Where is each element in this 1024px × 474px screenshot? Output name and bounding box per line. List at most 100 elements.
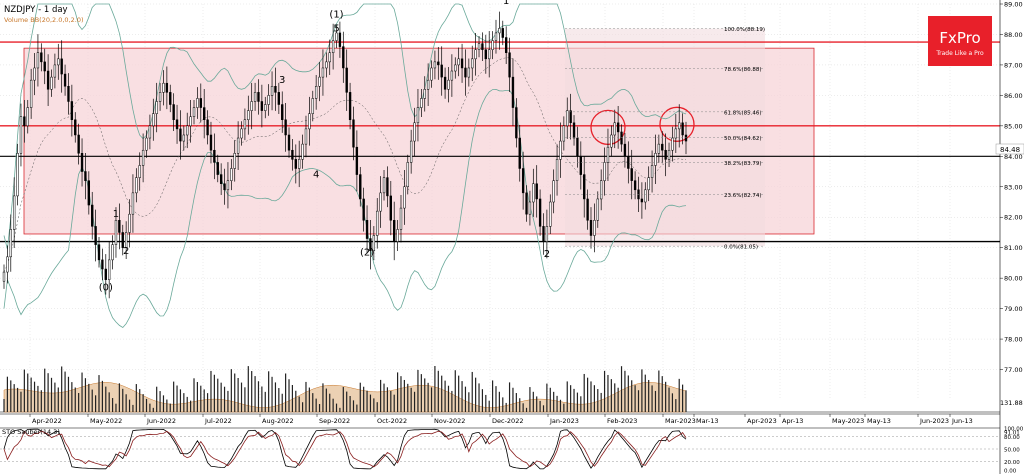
candle-body	[484, 49, 487, 60]
fxpro-logo-box	[928, 16, 992, 66]
candle-body	[287, 134, 291, 151]
candle-body	[141, 149, 145, 166]
candle-body	[108, 259, 111, 280]
candle-body	[223, 183, 226, 191]
candle-body	[36, 52, 40, 69]
candle-body	[471, 58, 474, 69]
wave-label: 3	[279, 75, 285, 86]
candle-body	[145, 137, 148, 151]
candle-body	[294, 159, 297, 169]
candle-body	[596, 198, 599, 221]
candle-body	[515, 107, 518, 139]
candle-body	[409, 140, 413, 163]
candle-body	[138, 165, 141, 178]
time-tick-label: Jun-13	[951, 417, 973, 425]
candle-body	[501, 28, 504, 38]
candle-body	[128, 213, 131, 233]
candle-body	[393, 220, 396, 242]
candle-body	[467, 67, 471, 78]
candle-body	[67, 85, 70, 102]
candle-body	[443, 76, 447, 90]
candle-body	[460, 58, 464, 69]
candle-body	[352, 119, 355, 148]
candle-body	[613, 122, 616, 136]
candle-body	[566, 110, 569, 127]
price-tick-label: 89.00	[1004, 1, 1023, 9]
candle-body	[447, 79, 450, 90]
candle-body	[87, 180, 91, 206]
stochastic-d-line	[3, 430, 687, 468]
fib-level-label: 38.2%(83.79)	[724, 161, 762, 167]
candle-body	[314, 85, 318, 99]
candle-body	[511, 76, 515, 108]
candle-body	[586, 198, 589, 221]
candle-body	[165, 82, 169, 93]
candle-body	[488, 49, 491, 60]
price-tick-label: 85.00	[1004, 122, 1023, 130]
candle-body	[281, 104, 284, 121]
candle-body	[311, 98, 314, 114]
candle-body	[186, 125, 189, 136]
time-tick-label: Jun-2022	[146, 417, 176, 425]
candle-body	[678, 122, 681, 130]
candle-body	[264, 104, 267, 111]
last-price-tag	[995, 143, 1024, 155]
candle-body	[555, 159, 559, 181]
time-axis: Apr-2022 May-2022 Jun-2022 Jul-2022 Aug-2022…	[0, 413, 1000, 425]
wave-label: (1)	[329, 10, 343, 21]
candle-body	[274, 85, 277, 93]
candle-body	[162, 82, 165, 93]
fib-level-label: 0.0%(81.05)	[724, 245, 758, 251]
price-tick-label: 81.00	[1004, 244, 1023, 252]
wave-label: 4	[313, 170, 319, 181]
candle-body	[301, 143, 304, 160]
candle-body	[504, 37, 508, 53]
price-tick-label: 78.00	[1004, 336, 1023, 344]
fib-level-label: 23.6%(82.74)	[724, 193, 762, 199]
time-tick-label: Mar-2023	[665, 417, 696, 425]
candle-body	[335, 32, 338, 41]
candle-body	[599, 180, 603, 200]
candle-body	[538, 198, 542, 227]
candle-body	[440, 64, 443, 78]
candle-body	[603, 162, 606, 181]
time-tick-label: Apr-13	[782, 417, 803, 425]
price-tick-label: 82.00	[1004, 214, 1023, 222]
candle-body	[135, 177, 138, 194]
wave-label: 1	[113, 209, 119, 220]
wave-label: 5	[333, 23, 339, 34]
price-tick-label: 80.00	[1004, 275, 1023, 283]
candle-body	[681, 122, 684, 136]
candle-body	[270, 85, 274, 96]
candle-body	[620, 131, 623, 145]
candle-body	[661, 143, 664, 151]
candle-body	[236, 137, 240, 154]
candle-body	[644, 189, 647, 203]
candle-body	[369, 238, 372, 251]
candle-body	[437, 61, 440, 66]
candle-body	[426, 79, 430, 90]
candle-body	[50, 76, 53, 90]
candle-body	[243, 119, 247, 130]
candle-body	[549, 201, 552, 227]
candle-body	[19, 116, 23, 154]
wave-label: 2	[123, 246, 129, 257]
candle-body	[321, 67, 325, 78]
candle-body	[650, 165, 654, 178]
candle-body	[16, 153, 19, 197]
candle-body	[684, 134, 688, 142]
lower-band	[3, 88, 687, 329]
candle-body	[674, 128, 677, 139]
candle-body	[216, 162, 219, 175]
candle-body	[359, 174, 362, 200]
candle-body	[542, 226, 545, 242]
candle-body	[29, 79, 33, 108]
candle-body	[23, 116, 26, 127]
candle-body	[521, 168, 525, 194]
candle-body	[2, 271, 6, 282]
candle-body	[528, 201, 532, 215]
candle-body	[627, 156, 630, 169]
wave-label: (0)	[99, 282, 113, 293]
stochastic-level-label: 100.00	[1004, 427, 1024, 433]
